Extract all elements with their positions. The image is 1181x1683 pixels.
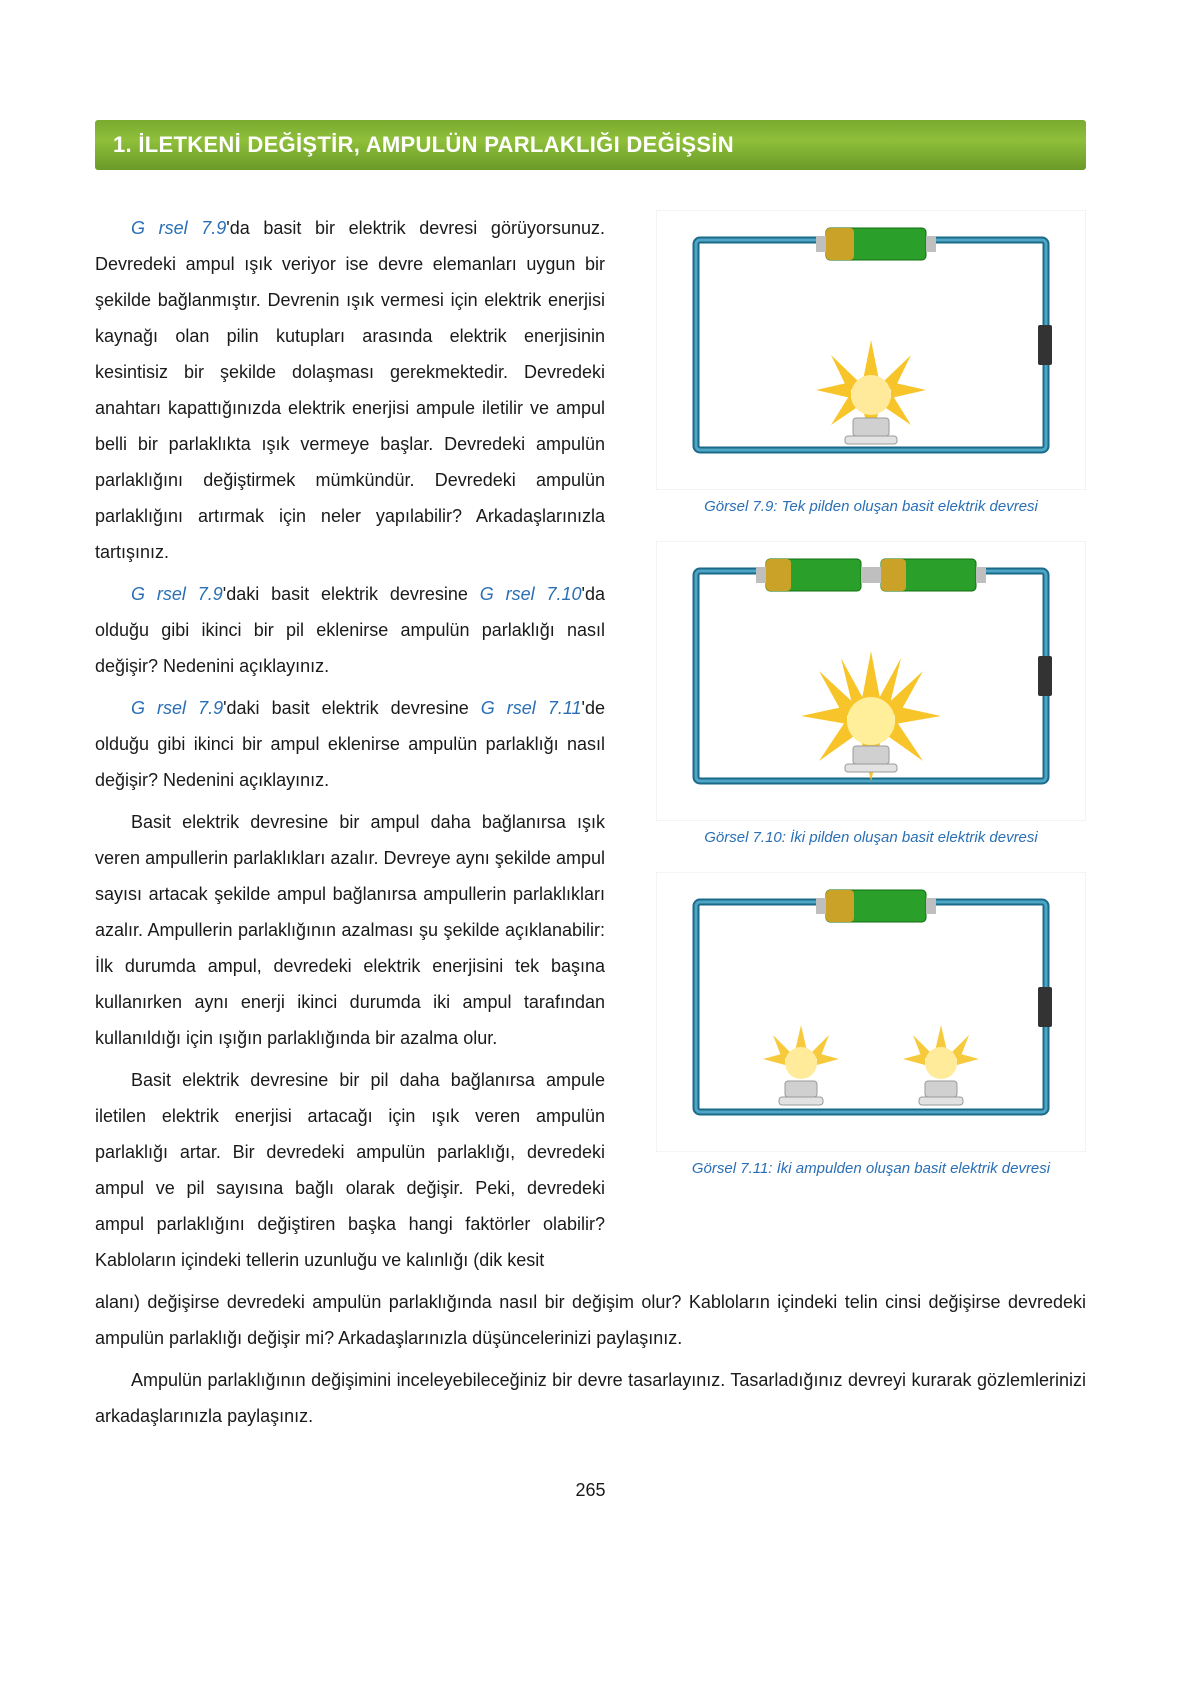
paragraph-4: Basit elektrik devresine bir ampul daha … <box>95 804 605 1056</box>
left-text-column: G rsel 7.9'da basit bir elektrik devresi… <box>95 210 605 1278</box>
ref-7-11: G rsel 7.11 <box>481 698 582 718</box>
paragraph-2: G rsel 7.9'daki basit elektrik devresine… <box>95 576 605 684</box>
circuit-diagram-icon <box>656 210 1086 490</box>
circuit-diagram-icon <box>656 541 1086 821</box>
paragraph-3: G rsel 7.9'daki basit elektrik devresine… <box>95 690 605 798</box>
figure-7-9: Görsel 7.9: Tek pilden oluşan basit elek… <box>656 210 1086 515</box>
paragraph-6: Ampulün parlaklığının değişimini inceley… <box>95 1362 1086 1434</box>
figure-7-10: Görsel 7.10: İki pilden oluşan basit ele… <box>656 541 1086 846</box>
section-title: 1. İLETKENİ DEĞİŞTİR, AMPULÜN PARLAKLIĞI… <box>95 120 1086 170</box>
full-width-text: alanı) değişirse devredeki ampulün parla… <box>95 1284 1086 1434</box>
figure-caption: Görsel 7.9: Tek pilden oluşan basit elek… <box>656 498 1086 515</box>
figure-caption: Görsel 7.11: İki ampulden oluşan basit e… <box>656 1160 1086 1177</box>
paragraph-1: G rsel 7.9'da basit bir elektrik devresi… <box>95 210 605 570</box>
circuit-diagram-icon <box>656 872 1086 1152</box>
ref-7-9: G rsel 7.9 <box>131 698 223 718</box>
ref-7-9: G rsel 7.9 <box>131 584 223 604</box>
paragraph-5: Basit elektrik devresine bir pil daha ba… <box>95 1062 605 1278</box>
figure-7-11: Görsel 7.11: İki ampulden oluşan basit e… <box>656 872 1086 1177</box>
page-number: 265 <box>95 1480 1086 1501</box>
figure-caption: Görsel 7.10: İki pilden oluşan basit ele… <box>656 829 1086 846</box>
ref-7-9: G rsel 7.9 <box>131 218 226 238</box>
ref-7-10: G rsel 7.10 <box>480 584 582 604</box>
figures-column: Görsel 7.9: Tek pilden oluşan basit elek… <box>656 210 1086 1203</box>
paragraph-5-cont: alanı) değişirse devredeki ampulün parla… <box>95 1284 1086 1356</box>
